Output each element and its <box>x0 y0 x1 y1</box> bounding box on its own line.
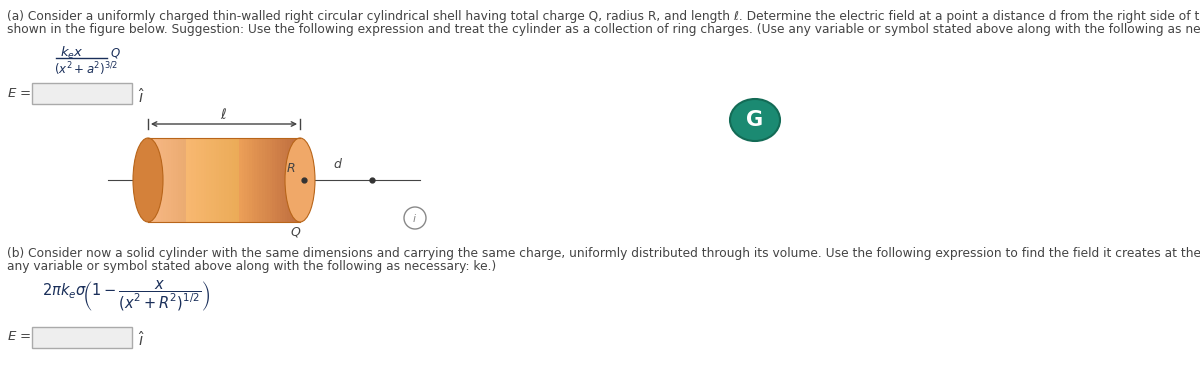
Polygon shape <box>224 138 227 222</box>
Polygon shape <box>282 138 284 222</box>
Text: (b) Consider now a solid cylinder with the same dimensions and carrying the same: (b) Consider now a solid cylinder with t… <box>7 247 1200 260</box>
Polygon shape <box>234 138 236 222</box>
Bar <box>32 83 132 104</box>
Polygon shape <box>245 138 247 222</box>
Polygon shape <box>214 138 216 222</box>
Text: $\hat{\imath}$: $\hat{\imath}$ <box>138 87 145 106</box>
Polygon shape <box>298 138 300 222</box>
Ellipse shape <box>286 138 314 222</box>
Polygon shape <box>287 138 290 222</box>
Polygon shape <box>254 138 257 222</box>
Polygon shape <box>191 138 193 222</box>
Polygon shape <box>184 138 186 222</box>
Polygon shape <box>154 138 156 222</box>
Polygon shape <box>150 138 154 222</box>
Polygon shape <box>259 138 262 222</box>
Polygon shape <box>196 138 199 222</box>
Polygon shape <box>239 138 241 222</box>
Polygon shape <box>218 138 222 222</box>
Polygon shape <box>204 138 206 222</box>
Polygon shape <box>262 138 264 222</box>
Ellipse shape <box>730 99 780 141</box>
Polygon shape <box>270 138 272 222</box>
Text: $(x^2 + a^2)^{3/2}$: $(x^2 + a^2)^{3/2}$ <box>54 60 119 78</box>
Polygon shape <box>250 138 252 222</box>
Text: $E$ =: $E$ = <box>7 87 31 100</box>
Polygon shape <box>216 138 218 222</box>
Polygon shape <box>170 138 173 222</box>
Text: $d$: $d$ <box>334 157 343 171</box>
Polygon shape <box>293 138 295 222</box>
Polygon shape <box>232 138 234 222</box>
Polygon shape <box>199 138 202 222</box>
Polygon shape <box>295 138 298 222</box>
Ellipse shape <box>133 138 163 222</box>
Text: $\ell$: $\ell$ <box>221 107 228 122</box>
Polygon shape <box>241 138 245 222</box>
Text: $\hat{\imath}$: $\hat{\imath}$ <box>138 330 145 349</box>
Text: (a) Consider a uniformly charged thin-walled right circular cylindrical shell ha: (a) Consider a uniformly charged thin-wa… <box>7 10 1200 23</box>
Text: any variable or symbol stated above along with the following as necessary: ke.): any variable or symbol stated above alon… <box>7 260 497 273</box>
Polygon shape <box>252 138 254 222</box>
Polygon shape <box>247 138 250 222</box>
Text: $R$: $R$ <box>287 162 296 175</box>
Polygon shape <box>181 138 184 222</box>
Text: G: G <box>746 110 763 130</box>
Polygon shape <box>280 138 282 222</box>
Polygon shape <box>166 138 168 222</box>
Polygon shape <box>275 138 277 222</box>
Polygon shape <box>173 138 176 222</box>
Polygon shape <box>227 138 229 222</box>
Text: shown in the figure below. Suggestion: Use the following expression and treat th: shown in the figure below. Suggestion: U… <box>7 23 1200 36</box>
Text: $E$ =: $E$ = <box>7 330 31 343</box>
Polygon shape <box>290 138 293 222</box>
Polygon shape <box>264 138 268 222</box>
Polygon shape <box>158 138 161 222</box>
Polygon shape <box>222 138 224 222</box>
Text: $\it{i}$: $\it{i}$ <box>413 212 418 224</box>
Polygon shape <box>168 138 170 222</box>
Polygon shape <box>176 138 179 222</box>
Polygon shape <box>193 138 196 222</box>
Polygon shape <box>188 138 191 222</box>
Polygon shape <box>163 138 166 222</box>
Polygon shape <box>277 138 280 222</box>
Polygon shape <box>186 138 188 222</box>
Polygon shape <box>272 138 275 222</box>
Circle shape <box>404 207 426 229</box>
Polygon shape <box>268 138 270 222</box>
Polygon shape <box>209 138 211 222</box>
Polygon shape <box>257 138 259 222</box>
Polygon shape <box>236 138 239 222</box>
Polygon shape <box>202 138 204 222</box>
Text: $k_e x$: $k_e x$ <box>60 45 84 61</box>
Text: $Q$: $Q$ <box>290 225 301 239</box>
Polygon shape <box>148 138 150 222</box>
Text: $2\pi k_e\sigma\!\left(1 - \dfrac{x}{(x^2 + R^2)^{1/2}}\right)$: $2\pi k_e\sigma\!\left(1 - \dfrac{x}{(x^… <box>42 278 210 313</box>
Polygon shape <box>161 138 163 222</box>
Bar <box>32 327 132 348</box>
Text: $Q$: $Q$ <box>110 46 121 60</box>
Polygon shape <box>156 138 158 222</box>
Polygon shape <box>206 138 209 222</box>
Polygon shape <box>284 138 287 222</box>
Polygon shape <box>179 138 181 222</box>
Polygon shape <box>229 138 232 222</box>
Polygon shape <box>211 138 214 222</box>
